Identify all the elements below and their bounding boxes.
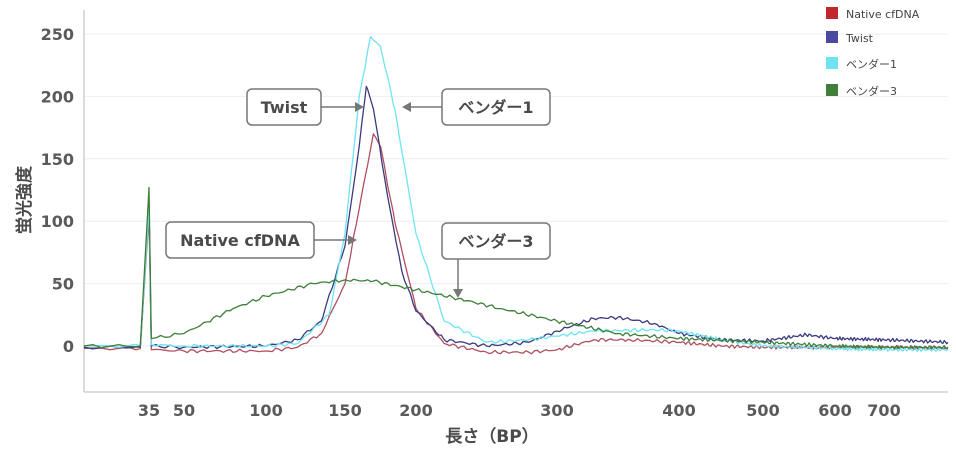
x-tick-label: 600 (818, 401, 851, 420)
x-tick-label: 700 (867, 401, 900, 420)
callout-twist-label: Twist (261, 98, 308, 117)
y-gridlines (84, 33, 948, 347)
callout-native-label: Native cfDNA (180, 231, 300, 250)
y-tick-label: 50 (52, 275, 74, 294)
legend-label-vendor3: ベンダー3 (846, 84, 897, 98)
callout-vendor3-label: ベンダー3 (458, 232, 533, 251)
callout-twist: Twist (246, 88, 364, 126)
y-axis-title: 蛍光強度 (14, 165, 35, 234)
series-line-1 (83, 85, 949, 350)
callout-vendor1-label: ベンダー1 (458, 98, 533, 117)
callout-vendor1-arrow (402, 102, 411, 112)
x-tick-label: 150 (328, 401, 361, 420)
y-tick-label: 100 (41, 212, 74, 231)
legend-label-vendor1: ベンダー1 (846, 57, 897, 71)
legend-swatch-vendor3 (826, 84, 838, 96)
legend-label-native: Native cfDNA (846, 8, 920, 21)
series-line-3 (83, 186, 949, 350)
x-tick-label: 200 (399, 401, 432, 420)
legend-item-twist: Twist (826, 31, 874, 45)
legend-label-twist: Twist (845, 32, 874, 45)
callout-vendor3: ベンダー3 (441, 222, 551, 298)
callout-twist-arrow (355, 102, 364, 112)
x-tick-label: 500 (746, 401, 779, 420)
y-tick-labels: 0 50 100 150 200 250 (41, 25, 74, 356)
legend-item-vendor1: ベンダー1 (826, 57, 897, 71)
callout-native-arrow (348, 235, 357, 245)
legend-swatch-twist (826, 31, 838, 43)
x-tick-label: 35 (138, 401, 160, 420)
legend-item-vendor3: ベンダー3 (826, 84, 897, 98)
callout-vendor3-arrow (453, 289, 463, 298)
series-line-2 (83, 35, 949, 353)
x-tick-label: 400 (662, 401, 695, 420)
legend-swatch-native (826, 7, 838, 19)
series-lines (83, 35, 949, 355)
x-axis-title: 長さ（BP） (445, 426, 538, 447)
legend-swatch-vendor1 (826, 57, 838, 69)
x-tick-label: 300 (540, 401, 573, 420)
y-tick-label: 250 (41, 25, 74, 44)
axes (83, 10, 948, 393)
y-tick-label: 200 (41, 87, 74, 106)
x-tick-labels: 35 50 100 150 200 300 400 500 600 700 (138, 401, 901, 420)
x-tick-label: 100 (249, 401, 282, 420)
x-tick-label: 50 (173, 401, 195, 420)
y-tick-label: 0 (63, 337, 74, 356)
y-tick-label: 150 (41, 150, 74, 169)
legend-item-native: Native cfDNA (826, 7, 920, 21)
legend: Native cfDNA Twist ベンダー1 ベンダー3 (826, 7, 920, 98)
callout-native: Native cfDNA (165, 221, 357, 259)
callout-vendor1: ベンダー1 (402, 88, 551, 126)
